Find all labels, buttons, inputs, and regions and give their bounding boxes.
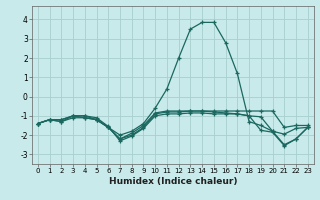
X-axis label: Humidex (Indice chaleur): Humidex (Indice chaleur) [108, 177, 237, 186]
